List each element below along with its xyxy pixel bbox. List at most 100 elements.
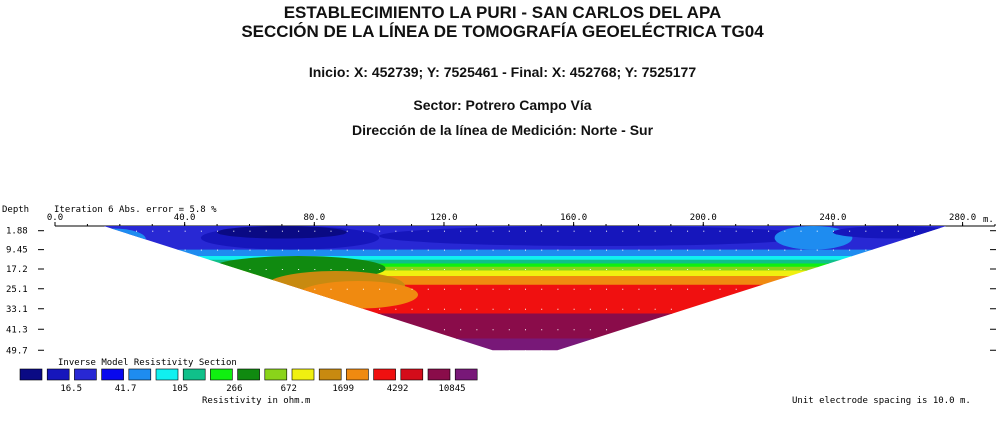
x-axis-unit: m. xyxy=(983,215,994,225)
datum-point xyxy=(670,249,672,251)
datum-point xyxy=(865,249,867,251)
datum-point xyxy=(703,288,705,290)
datum-point xyxy=(460,230,462,232)
datum-point xyxy=(492,288,494,290)
datum-point xyxy=(784,230,786,232)
datum-point xyxy=(654,249,656,251)
legend-swatch xyxy=(101,368,124,381)
datum-point xyxy=(427,230,429,232)
datum-point xyxy=(638,249,640,251)
y-tick-label: 41.3 xyxy=(6,325,28,335)
legend-swatch xyxy=(427,368,451,381)
datum-point xyxy=(411,249,413,251)
datum-point xyxy=(735,269,737,270)
datum-point xyxy=(395,308,397,310)
datum-point xyxy=(751,230,753,232)
legend-title: Inverse Model Resistivity Section xyxy=(58,358,237,368)
datum-point xyxy=(265,249,267,251)
y-tick-label: 1.88 xyxy=(6,227,28,237)
datum-point xyxy=(492,308,494,310)
resistivity-body xyxy=(379,226,817,246)
legend-label: 105 xyxy=(172,384,188,394)
datum-point xyxy=(573,269,575,270)
datum-point xyxy=(411,230,413,232)
legend-swatch xyxy=(291,368,315,381)
datum-point xyxy=(443,288,445,290)
datum-point xyxy=(638,288,640,290)
x-axis: 0.0 40.0 80.0 120.0 160.0 200.0 240.0 280.0 xyxy=(47,213,996,227)
datum-point xyxy=(654,230,656,232)
legend-swatch xyxy=(373,368,396,381)
datum-points xyxy=(136,230,915,352)
datum-point xyxy=(589,308,591,310)
datum-point xyxy=(589,329,591,331)
datum-point xyxy=(606,230,608,232)
datum-point xyxy=(395,249,397,251)
legend-swatch xyxy=(74,368,97,381)
datum-point xyxy=(541,269,543,270)
datum-point xyxy=(298,269,300,270)
datum-point xyxy=(460,288,462,290)
datum-point xyxy=(573,329,575,331)
datum-point xyxy=(719,230,721,232)
datum-point xyxy=(541,350,543,352)
resistivity-body xyxy=(103,228,146,250)
datum-point xyxy=(265,230,267,232)
datum-point xyxy=(638,269,640,270)
datum-point xyxy=(476,329,478,331)
datum-point xyxy=(200,230,202,232)
datum-point xyxy=(395,269,397,270)
datum-point xyxy=(670,308,672,310)
datum-point xyxy=(557,269,559,270)
y-tick-label: 17.2 xyxy=(6,265,28,275)
datum-point xyxy=(800,230,802,232)
y-tick-label: 33.1 xyxy=(6,305,28,315)
datum-point xyxy=(768,249,770,251)
datum-point xyxy=(346,249,348,251)
datum-point xyxy=(249,230,251,232)
datum-point xyxy=(849,230,851,232)
datum-point xyxy=(719,249,721,251)
datum-point xyxy=(525,230,526,232)
datum-point xyxy=(330,249,332,251)
datum-point xyxy=(622,230,624,232)
datum-point xyxy=(800,249,802,251)
legend-swatch xyxy=(19,368,43,381)
resistivity-body xyxy=(298,281,419,309)
datum-point xyxy=(703,230,705,232)
datum-point xyxy=(687,230,689,232)
datum-point xyxy=(703,249,705,251)
datum-point xyxy=(152,230,154,232)
legend-label: 1699 xyxy=(332,384,354,394)
datum-point xyxy=(832,230,834,232)
x-tick-label: 280.0 xyxy=(949,213,976,223)
datum-point xyxy=(525,288,526,290)
datum-point xyxy=(670,288,672,290)
iteration-label: Iteration 6 Abs. error = 5.8 % xyxy=(54,205,217,215)
datum-point xyxy=(379,230,381,232)
datum-point xyxy=(784,269,786,270)
datum-point xyxy=(492,249,494,251)
datum-point xyxy=(346,269,348,270)
datum-point xyxy=(508,249,510,251)
datum-point xyxy=(460,269,462,270)
datum-point xyxy=(411,269,413,270)
datum-point xyxy=(525,308,526,310)
datum-point xyxy=(654,269,656,270)
x-tick-label: 200.0 xyxy=(690,213,717,223)
datum-point xyxy=(800,269,802,270)
datum-point xyxy=(362,269,364,270)
datum-point xyxy=(233,249,235,251)
sector-text: Sector: Potrero Campo Vía xyxy=(413,97,592,113)
datum-point xyxy=(411,308,413,310)
legend-swatch xyxy=(210,368,233,381)
x-tick-label: 160.0 xyxy=(560,213,587,223)
datum-point xyxy=(687,269,689,270)
resistivity-layer xyxy=(103,256,947,261)
resistivity-layer xyxy=(103,249,947,257)
datum-point xyxy=(346,288,348,290)
datum-point xyxy=(298,230,300,232)
datum-point xyxy=(314,249,316,251)
datum-point xyxy=(508,329,510,331)
